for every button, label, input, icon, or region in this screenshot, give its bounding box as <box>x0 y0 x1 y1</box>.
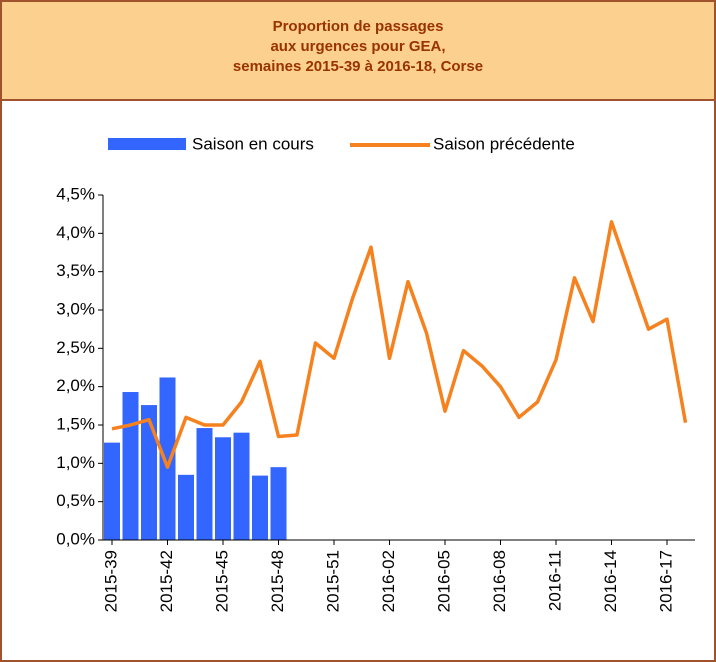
y-tick-label: 0,5% <box>56 491 95 510</box>
bar <box>178 474 194 540</box>
x-tick-label: 2016-11 <box>545 550 564 611</box>
x-tick-label: 2016-05 <box>434 550 453 612</box>
x-tick-label: 2015-42 <box>157 550 176 612</box>
chart-title: aux urgences pour GEA, <box>270 38 445 55</box>
legend-swatch <box>108 138 186 150</box>
y-tick-label: 3,0% <box>56 299 95 318</box>
bar <box>233 432 250 540</box>
y-tick-label: 4,5% <box>56 184 95 203</box>
x-tick-label: 2016-17 <box>656 550 675 612</box>
x-tick-label: 2015-51 <box>323 550 342 612</box>
bar <box>122 392 139 540</box>
y-tick-label: 1,5% <box>56 414 95 433</box>
bar <box>196 428 213 540</box>
header <box>2 2 714 100</box>
bar <box>252 475 268 540</box>
x-tick-label: 2016-08 <box>490 550 509 612</box>
bar <box>104 442 120 540</box>
legend-label: Saison précédente <box>433 134 575 153</box>
bar <box>270 467 287 540</box>
y-tick-label: 2,5% <box>56 338 95 357</box>
y-tick-label: 0,0% <box>56 529 95 548</box>
x-tick-label: 2015-39 <box>101 550 120 612</box>
x-tick-label: 2015-48 <box>268 550 287 612</box>
x-tick-label: 2016-02 <box>379 550 398 612</box>
y-tick-label: 3,5% <box>56 261 95 280</box>
y-tick-label: 4,0% <box>56 223 95 242</box>
legend-label: Saison en cours <box>192 134 314 153</box>
bar <box>215 437 231 540</box>
x-tick-label: 2016-14 <box>601 550 620 612</box>
chart-title: Proportion de passages <box>273 18 444 35</box>
chart-title: semaines 2015-39 à 2016-18, Corse <box>233 58 483 75</box>
bar <box>159 377 176 540</box>
y-tick-label: 2,0% <box>56 376 95 395</box>
x-tick-label: 2015-45 <box>212 550 231 612</box>
y-tick-label: 1,0% <box>56 453 95 472</box>
line <box>111 220 688 469</box>
bar <box>141 405 157 540</box>
